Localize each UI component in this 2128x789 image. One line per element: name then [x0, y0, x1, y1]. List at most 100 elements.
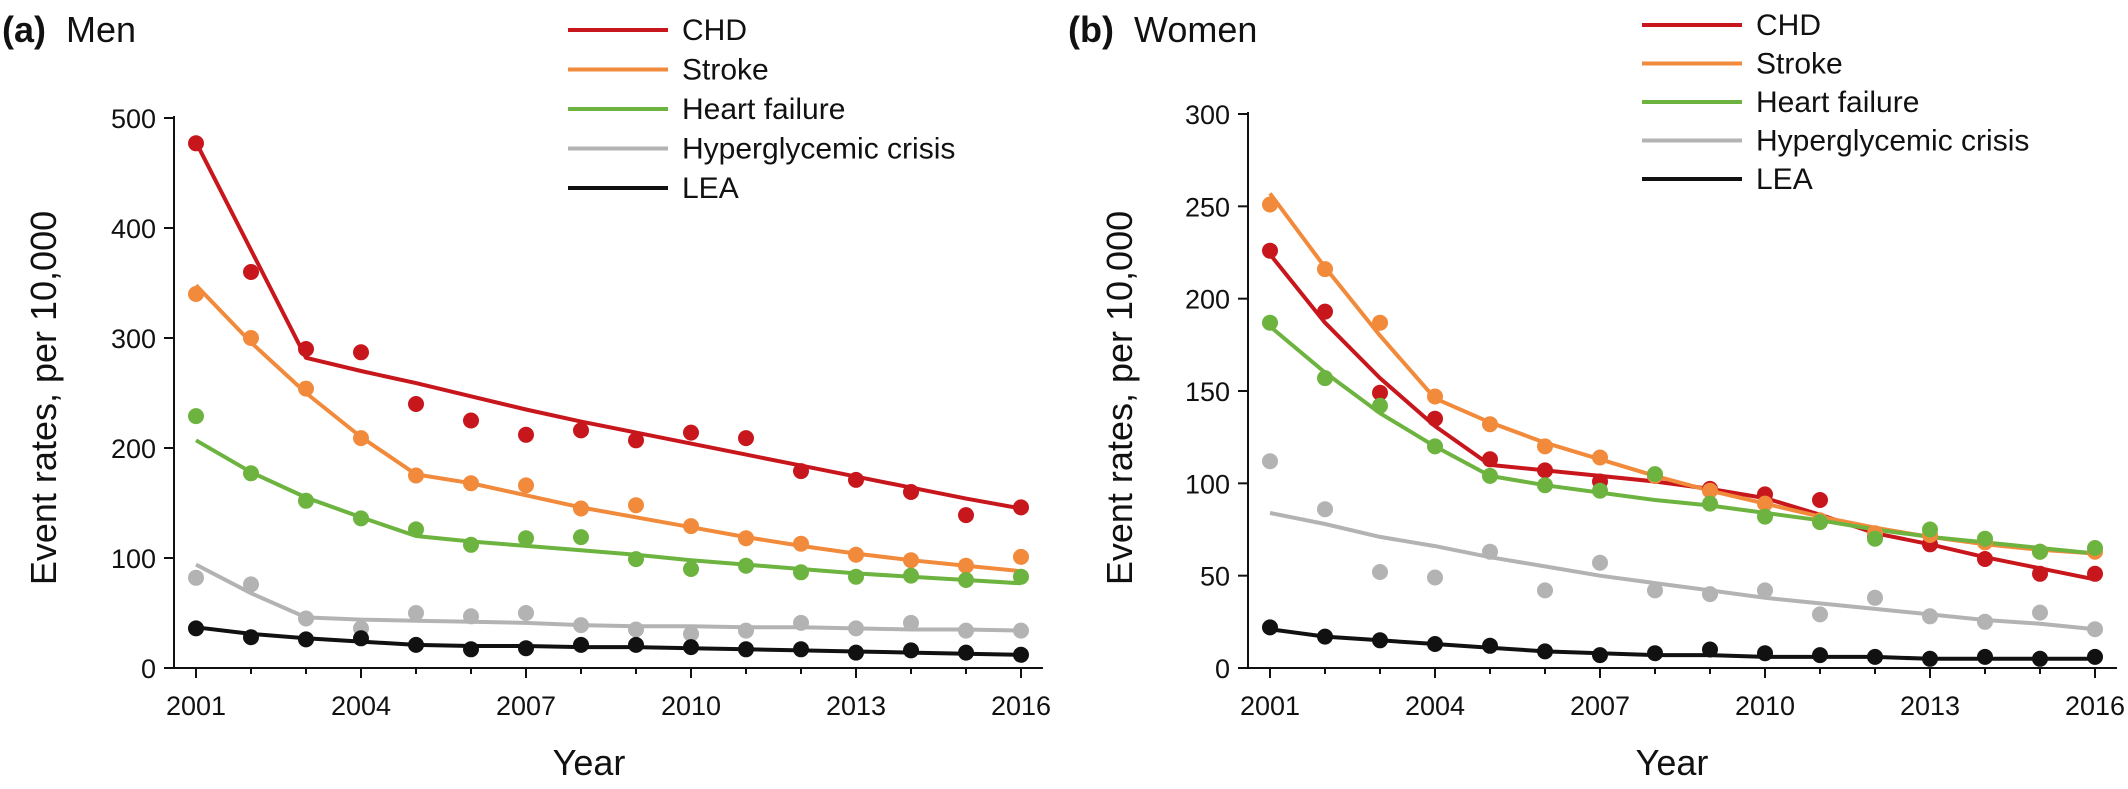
- panel-a-chd-point: [518, 426, 534, 443]
- panel-a-hyperglycemic-crisis-point: [903, 614, 919, 631]
- panel-a-lea-point: [463, 641, 479, 658]
- panel-b-name: Women: [1134, 9, 1257, 50]
- panel-a-chd-point: [408, 396, 424, 412]
- panel-a-hyperglycemic-crisis-point: [628, 621, 644, 638]
- panel-b-heart-failure-point: [1537, 477, 1553, 494]
- panel-a-stroke-point: [793, 535, 809, 552]
- panel-a-chd-point: [243, 264, 259, 280]
- panel-b-hyperglycemic-crisis-point: [1317, 501, 1333, 518]
- panel-a-heart-failure-point: [518, 530, 534, 547]
- panel-a-x-tick-label: 2016: [991, 691, 1051, 721]
- panel-a-heart-failure-point: [848, 568, 864, 585]
- panel-b-heart-failure-point: [1922, 521, 1938, 538]
- panel-a-x-tick-label: 2004: [331, 691, 391, 721]
- panel-a-lea-point: [1013, 646, 1029, 663]
- panel-b-hyperglycemic-crisis-point: [1812, 606, 1828, 623]
- panel-a-x-tick-label: 2007: [496, 691, 556, 721]
- panel-a-hyperglycemic-crisis-point: [573, 617, 589, 634]
- panel-b-stroke-fit-line: [1268, 192, 2096, 556]
- panel-b-y-tick-label: 0: [1215, 654, 1230, 684]
- panel-b-stroke-point: [1317, 261, 1333, 278]
- panel-a-y-tick-label: 100: [111, 544, 156, 574]
- panel-a-lea-point: [243, 629, 259, 646]
- panel-a-lea-point: [848, 644, 864, 661]
- panel-a-chd-point: [683, 424, 699, 441]
- panel-b-heart-failure-point: [1812, 514, 1828, 531]
- panel-a-lea-fit-line: [195, 625, 1022, 657]
- panel-b-heart-failure-point: [1757, 508, 1773, 525]
- panel-b-y-tick-label: 150: [1185, 377, 1230, 407]
- panel-a-chd-point: [958, 507, 974, 524]
- panel-a-stroke-point: [683, 518, 699, 535]
- panel-b-lea-point: [1757, 645, 1773, 662]
- panel-b-letter: (b): [1068, 9, 1114, 50]
- panel-a-chd-point: [848, 471, 864, 488]
- panel-a-heart-failure-point: [683, 561, 699, 577]
- panel-a-legend-label-chd: CHD: [682, 14, 747, 47]
- panel-women: (b) Women 0 50 100 150 200 250 300 2001 2004 2007…: [1068, 9, 2125, 783]
- panel-a-heart-failure-point: [1013, 568, 1029, 585]
- panel-b-chd-point: [2087, 565, 2103, 582]
- panel-b-stroke-point: [1592, 449, 1608, 466]
- panel-a-hyperglycemic-crisis-point: [738, 622, 754, 639]
- panel-a-y-tick-label: 300: [111, 324, 156, 354]
- panel-a-chd-point: [353, 344, 369, 361]
- panel-a-heart-failure-point: [188, 408, 204, 425]
- panel-b-lea-point: [1482, 637, 1498, 654]
- panel-b-y-tick-label: 250: [1185, 192, 1230, 222]
- panel-a-stroke-point: [573, 500, 589, 517]
- panel-a-hyperglycemic-crisis-point: [298, 610, 314, 627]
- panel-a-x-tick-label: 2001: [166, 691, 226, 721]
- panel-a-lea-point: [188, 620, 204, 637]
- panel-a-hyperglycemic-crisis-fit-line: [195, 562, 1022, 633]
- panel-b-heart-failure-point: [1592, 482, 1608, 499]
- panel-a-lea-point: [408, 636, 424, 653]
- panel-a-heart-failure-point: [738, 557, 754, 574]
- panel-b-x-tick-label: 2007: [1570, 691, 1630, 721]
- panel-b-lea-point: [1427, 636, 1443, 652]
- panel-a-heart-failure-point: [793, 564, 809, 581]
- panel-b-stroke-point: [1757, 495, 1773, 512]
- panel-b-data-points: [1262, 196, 2103, 667]
- panel-b-heart-failure-point: [1372, 397, 1388, 414]
- panel-a-legend: CHD Stroke Heart failure Hyperglycemic cris…: [568, 14, 955, 205]
- panel-b-lea-point: [1592, 647, 1608, 664]
- panel-b-legend-label-lea: LEA: [1756, 163, 1813, 196]
- panel-b-heart-failure-point: [1427, 438, 1443, 455]
- panel-a-chd-point: [738, 430, 754, 447]
- panel-b-x-tick-label: 2013: [1900, 691, 1960, 721]
- panel-a-stroke-point: [738, 530, 754, 547]
- panel-b-chd-point: [1262, 242, 1278, 259]
- panel-b-lea-point: [1537, 643, 1553, 660]
- panel-a-lea-point: [573, 636, 589, 653]
- panel-b-hyperglycemic-crisis-point: [1372, 564, 1388, 580]
- panel-a-chd-point: [628, 432, 644, 449]
- panel-b-stroke-point: [1427, 388, 1443, 405]
- panel-a-x-axis-label: Year: [553, 742, 626, 783]
- panel-a-chd-point: [573, 422, 589, 439]
- panel-a-heart-failure-point: [573, 529, 589, 546]
- panel-a-hyperglycemic-crisis-point: [793, 614, 809, 631]
- panel-a-letter: (a): [2, 9, 46, 50]
- panel-b-chd-point: [1317, 303, 1333, 320]
- panel-a-stroke-point: [408, 467, 424, 484]
- panel-b-heart-failure-point: [2087, 540, 2103, 556]
- panel-b-chd-point: [1537, 462, 1553, 479]
- panel-a-heart-failure-fit-line: [194, 438, 1022, 586]
- panel-a-data-points: [188, 135, 1029, 663]
- panel-a-axes: 0 100 200 300 400 500 2001 2004 2007 2010 2013 2016: [111, 104, 1051, 721]
- panel-b-chd-point: [1812, 492, 1828, 508]
- panel-b-chd-fit-line: [1268, 253, 2096, 582]
- panel-a-heart-failure-point: [958, 572, 974, 588]
- panel-b-lea-point: [1977, 648, 1993, 665]
- panel-b-chd-point: [2032, 565, 2048, 582]
- panel-b-heart-failure-point: [1262, 314, 1278, 331]
- panel-a-lea-point: [738, 641, 754, 658]
- panel-b-hyperglycemic-crisis-point: [1702, 586, 1718, 603]
- panel-b-legend-label-stroke: Stroke: [1756, 48, 1843, 81]
- panel-b-lea-point: [2032, 650, 2048, 667]
- panel-b-legend-label-heart-failure: Heart failure: [1756, 86, 1919, 119]
- panel-b-lea-point: [1372, 632, 1388, 649]
- panel-a-heart-failure-point: [903, 567, 919, 584]
- panel-a-stroke-fit-line: [194, 283, 1022, 574]
